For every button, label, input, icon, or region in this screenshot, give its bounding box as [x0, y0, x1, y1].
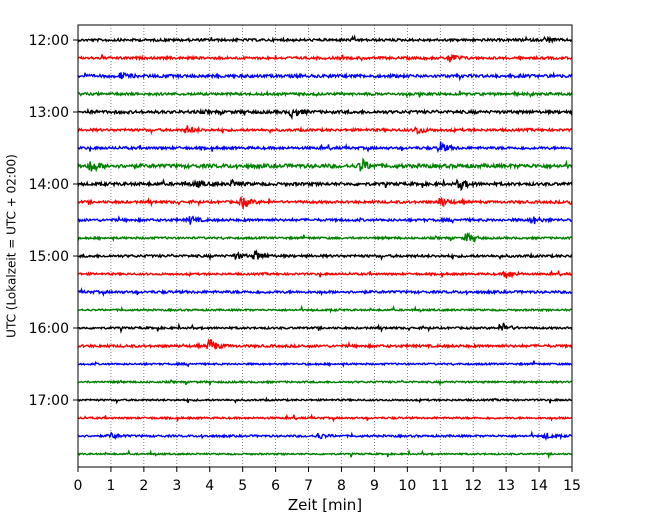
y-tick-label-3: 15:00: [29, 249, 69, 265]
y-tick-label-2: 14:00: [29, 177, 69, 193]
x-tick-label-8: 8: [337, 478, 346, 494]
trace-1200: [77, 34, 573, 45]
trace-1630: [77, 360, 572, 368]
x-tick-label-7: 7: [304, 478, 313, 494]
x-tick-label-3: 3: [172, 478, 181, 494]
trace-1600: [77, 322, 573, 335]
trace-1215: [77, 53, 573, 63]
trace-1715: [77, 413, 573, 423]
trace-1315: [77, 125, 573, 135]
plot-frame: [77, 24, 573, 468]
trace-1545: [78, 304, 573, 314]
trace-1500: [77, 249, 573, 262]
y-tick-label-4: 16:00: [29, 321, 69, 337]
x-tick-label-10: 10: [398, 478, 416, 494]
y-tick-label-5: 17:00: [29, 393, 69, 409]
trace-1400: [77, 178, 573, 192]
x-tick-label-6: 6: [271, 478, 280, 494]
seismogram-traces: [77, 34, 573, 460]
trace-1300: [77, 107, 573, 121]
x-tick-label-12: 12: [464, 478, 482, 494]
x-tick-label-14: 14: [530, 478, 548, 494]
x-tick-label-11: 11: [431, 478, 449, 494]
y-axis-ticks: 12:00 13:00 14:00 15:00 16:00 17:00: [29, 33, 78, 409]
y-tick-label-1: 13:00: [29, 105, 69, 121]
x-tick-label-1: 1: [106, 478, 115, 494]
x-tick-label-9: 9: [370, 478, 379, 494]
y-axis-label: UTC (Lokalzeit = UTC + 02:00): [5, 154, 19, 338]
trace-1345: [77, 157, 573, 173]
x-tick-label-13: 13: [497, 478, 515, 494]
trace-1415: [77, 195, 573, 211]
trace-1700: [77, 396, 573, 405]
trace-1515: [77, 269, 573, 279]
x-axis-label: Zeit [min]: [288, 496, 362, 514]
trace-1330: [77, 141, 573, 154]
x-tick-label-2: 2: [139, 478, 148, 494]
trace-1430: [77, 215, 572, 225]
trace-1745: [78, 448, 573, 460]
trace-1530: [77, 286, 573, 297]
x-tick-label-5: 5: [238, 478, 247, 494]
trace-1445: [77, 231, 573, 243]
trace-1615: [77, 338, 573, 351]
x-axis-ticks: 0 1 2 3 4 5 6 7 8 9 10 11 12 13 14 15: [74, 467, 581, 494]
trace-1730: [77, 430, 573, 441]
x-tick-label-0: 0: [74, 478, 83, 494]
trace-1245: [77, 89, 573, 99]
y-tick-label-0: 12:00: [29, 33, 69, 49]
trace-1645: [77, 378, 573, 387]
x-tick-label-15: 15: [563, 478, 581, 494]
trace-1230: [77, 71, 573, 82]
x-tick-label-4: 4: [205, 478, 214, 494]
